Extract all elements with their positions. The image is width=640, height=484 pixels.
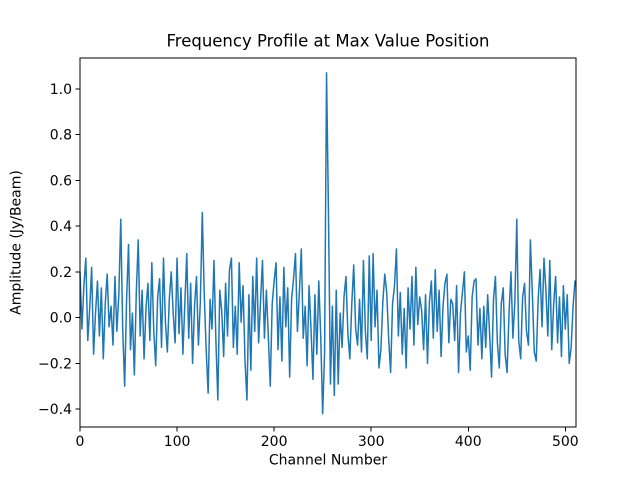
y-tick-label: −0.4 [38,402,72,418]
axes-spines [79,57,577,428]
y-tick-label: 0.8 [50,128,72,144]
x-axis-label: Channel Number [269,453,387,469]
y-tick-label: 1.0 [50,82,72,98]
x-tick-label: 400 [455,434,482,450]
y-tick-label: 0.2 [50,265,72,281]
chart-title: Frequency Profile at Max Value Position [166,32,489,51]
y-axis-label: Amplitude (Jy/Beam) [9,170,25,315]
axis-ticks: 0 100 200 300 400 500 −0.4 −0.2 0.0 0.2 0.4 0.6 0.8 1… [38,82,579,450]
plot-area [80,58,576,427]
y-tick-label: 0.0 [50,311,72,327]
x-tick-label: 200 [261,434,288,450]
amplitude-series [79,72,576,415]
y-tick-label: 0.4 [50,219,72,235]
x-tick-label: 300 [358,434,385,450]
x-tick-label: 0 [76,434,85,450]
x-tick-label: 500 [552,434,579,450]
x-tick-label: 100 [164,434,191,450]
y-tick-label: −0.2 [38,356,72,372]
y-tick-label: 0.6 [50,173,72,189]
frequency-profile-line [79,72,576,415]
